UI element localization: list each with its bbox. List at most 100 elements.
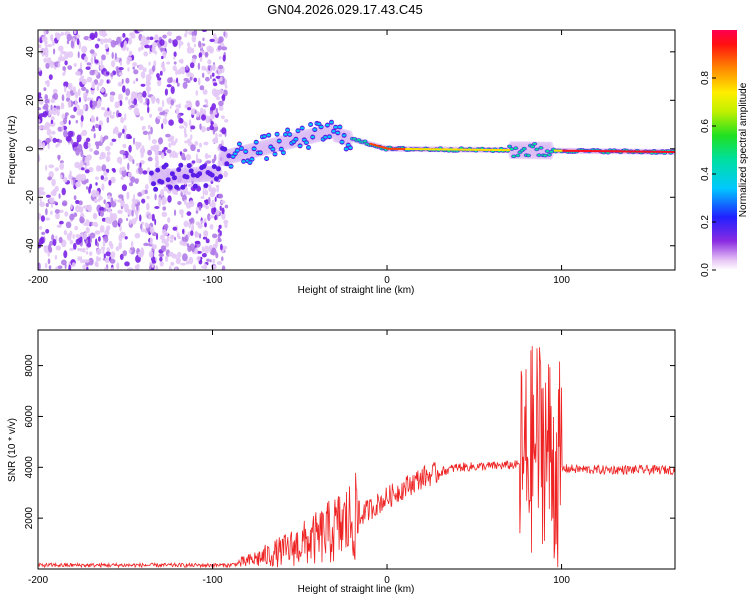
noise-blob [149, 226, 155, 234]
noise-blob [63, 130, 68, 138]
x-tick-label: -200 [28, 575, 48, 586]
noise-blob [76, 134, 82, 143]
noise-blob [97, 38, 101, 42]
noise-blob [205, 205, 209, 210]
noise-blob [170, 140, 177, 146]
noise-blob [120, 116, 125, 124]
ridge-blob [155, 167, 161, 173]
noise-blob [56, 109, 60, 117]
noise-blob [216, 237, 222, 243]
noise-blob [138, 47, 141, 52]
noise-blob [128, 50, 133, 56]
ridge-peak [572, 149, 576, 152]
colorbar-tick-label: 0.0 [700, 263, 711, 277]
noise-blob [104, 176, 108, 181]
noise-blob [142, 130, 148, 135]
noise-blob [57, 154, 61, 161]
noise-blob [85, 186, 89, 190]
noise-blob [74, 161, 81, 169]
noise-blob [139, 162, 142, 168]
noise-blob [175, 35, 182, 41]
noise-blob [45, 62, 50, 69]
noise-blob [143, 51, 148, 57]
y-tick-label: -40 [25, 238, 36, 253]
noise-blob [158, 116, 161, 120]
noise-blob [129, 219, 132, 226]
noise-blob [57, 265, 63, 270]
noise-blob [45, 44, 48, 53]
noise-blob [162, 67, 166, 72]
ridge-peak [637, 150, 641, 153]
noise-blob [199, 123, 202, 130]
ridge-peak [583, 150, 586, 152]
y-tick-label: 4000 [24, 456, 35, 479]
noise-blob [44, 94, 48, 101]
noise-blob [219, 80, 225, 85]
ridge-peak [463, 148, 467, 151]
noise-blob [84, 55, 88, 63]
noise-blob [159, 261, 164, 267]
x-tick-label: -100 [203, 575, 223, 586]
noise-blob [187, 138, 192, 143]
noise-blob [54, 209, 60, 214]
noise-blob [39, 226, 43, 230]
spectrogram-frame [37, 29, 676, 271]
snr-x-label: Height of straight line (km) [298, 584, 415, 595]
noise-blob [218, 133, 223, 137]
x-tick-label: 0 [384, 575, 390, 586]
noise-blob [176, 232, 180, 239]
ridge-peak [618, 150, 622, 153]
noise-blob [217, 45, 222, 51]
noise-blob [72, 86, 77, 94]
noise-blob [177, 113, 182, 120]
ridge-peak [436, 148, 439, 151]
noise-blob [209, 224, 214, 230]
noise-blob [201, 126, 206, 133]
noise-blob [95, 248, 102, 255]
noise-blob [218, 105, 224, 111]
noise-blob [180, 262, 186, 266]
noise-blob [187, 183, 192, 187]
noise-blob [165, 133, 171, 138]
ridge-blob [222, 146, 228, 152]
noise-blob [110, 72, 114, 77]
noise-blob [183, 120, 186, 126]
noise-blob [211, 103, 216, 111]
noise-blob [83, 156, 90, 164]
ridge-blob [169, 171, 175, 177]
noise-blob [66, 92, 71, 98]
noise-blob [109, 141, 114, 146]
noise-blob [166, 97, 172, 103]
noise-blob [56, 33, 62, 37]
noise-blob [154, 34, 159, 42]
ridge-core [308, 123, 313, 126]
noise-blob [125, 96, 129, 101]
ridge-peak [631, 150, 634, 153]
noise-blob [128, 98, 131, 106]
noise-blob [186, 191, 191, 195]
noise-blob [58, 193, 61, 199]
noise-blob [65, 112, 69, 116]
noise-blob [151, 139, 157, 145]
noise-blob [204, 222, 207, 228]
noise-blob [89, 49, 95, 54]
noise-blob [101, 107, 106, 111]
ridge-core [327, 135, 332, 138]
noise-blob [172, 226, 178, 231]
noise-blob [224, 222, 228, 229]
noise-blob [211, 247, 217, 256]
ridge-peak [398, 147, 402, 150]
ridge-blob [192, 183, 198, 189]
noise-blob [85, 89, 89, 94]
noise-blob [165, 255, 169, 262]
noise-blob [109, 114, 115, 119]
noise-blob [93, 133, 96, 139]
noise-blob [126, 56, 132, 62]
noise-blob [203, 245, 210, 254]
ridge-peak [643, 150, 647, 153]
noise-blob [212, 233, 218, 239]
x-tick-label: 0 [384, 275, 390, 286]
ridge-blob [226, 153, 232, 159]
noise-blob [157, 98, 160, 105]
noise-blob [197, 148, 200, 153]
